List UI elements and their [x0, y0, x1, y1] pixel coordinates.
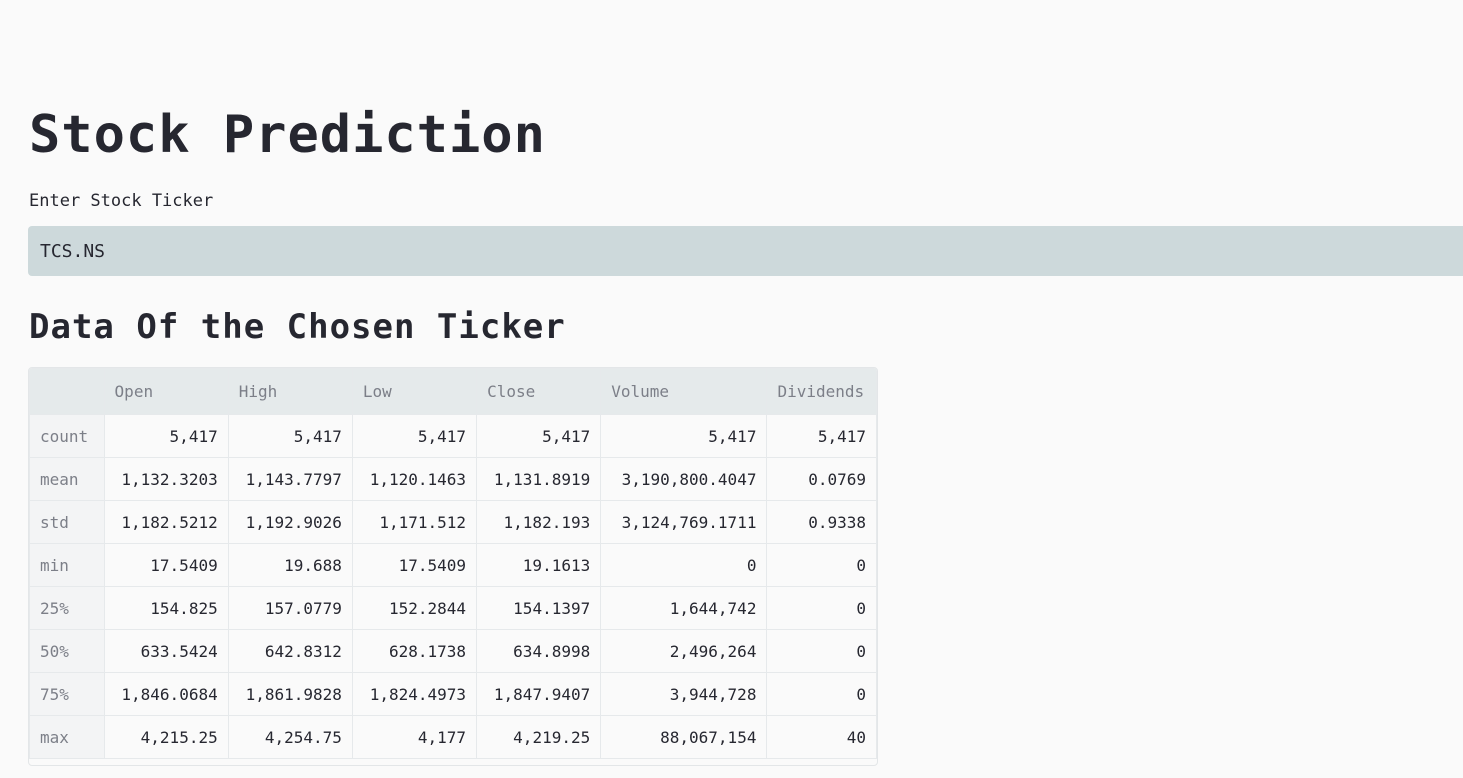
table-cell: 0 [600, 543, 768, 587]
table-cell: 5,417 [103, 414, 229, 458]
table-cell: 0.9338 [766, 500, 877, 544]
row-label: 75% [29, 672, 105, 716]
row-label: mean [29, 457, 105, 501]
row-label: std [29, 500, 105, 544]
table-cell: 1,120.1463 [351, 457, 478, 501]
table-body: count 5,417 5,417 5,417 5,417 5,417 5,417 mean 1… [29, 414, 877, 759]
row-label: max [29, 715, 105, 759]
row-label: 50% [29, 629, 105, 673]
table-cell: 0.0769 [766, 457, 877, 501]
stats-table-container[interactable]: Open High Low Close Volume Dividends cou… [28, 367, 878, 766]
table-cell: 1,131.8919 [476, 457, 602, 501]
table-cell: 40 [766, 715, 877, 759]
table-cell: 3,944,728 [600, 672, 768, 716]
table-cell: 5,417 [476, 414, 602, 458]
table-row: std 1,182.5212 1,192.9026 1,171.512 1,182.19… [29, 500, 877, 544]
table-cell: 4,177 [351, 715, 478, 759]
table-cell: 17.5409 [351, 543, 478, 587]
table-cell: 3,190,800.4047 [600, 457, 768, 501]
table-cell: 157.0779 [227, 586, 353, 630]
table-cell: 2,496,264 [600, 629, 768, 673]
table-cell: 19.688 [227, 543, 353, 587]
table-row: 50% 633.5424 642.8312 628.1738 634.8998 2,496… [29, 629, 877, 673]
table-cell: 3,124,769.1711 [600, 500, 768, 544]
row-label: min [29, 543, 105, 587]
table-row: mean 1,132.3203 1,143.7797 1,120.1463 1,131.… [29, 457, 877, 501]
table-cell: 1,861.9828 [227, 672, 353, 716]
table-cell: 1,143.7797 [227, 457, 353, 501]
column-header-index [29, 368, 105, 415]
table-cell: 0 [766, 543, 877, 587]
table-cell: 0 [766, 586, 877, 630]
table-cell: 1,847.9407 [476, 672, 602, 716]
stats-table: Open High Low Close Volume Dividends cou… [29, 368, 877, 759]
page-title: Stock Prediction [29, 105, 546, 165]
table-cell: 4,219.25 [476, 715, 602, 759]
row-label: count [29, 414, 105, 458]
table-row: max 4,215.25 4,254.75 4,177 4,219.25 88,067,1… [29, 715, 877, 759]
table-cell: 5,417 [351, 414, 478, 458]
table-cell: 1,846.0684 [103, 672, 229, 716]
table-cell: 0 [766, 629, 877, 673]
table-cell: 0 [766, 672, 877, 716]
column-header-volume[interactable]: Volume [600, 368, 768, 415]
table-cell: 1,182.193 [476, 500, 602, 544]
table-row: 25% 154.825 157.0779 152.2844 154.1397 1,644,… [29, 586, 877, 630]
column-header-open[interactable]: Open [103, 368, 229, 415]
table-cell: 5,417 [600, 414, 768, 458]
table-cell: 1,182.5212 [103, 500, 229, 544]
column-header-dividends[interactable]: Dividends [766, 368, 877, 415]
table-cell: 642.8312 [227, 629, 353, 673]
table-cell: 154.825 [103, 586, 229, 630]
table-cell: 4,254.75 [227, 715, 353, 759]
table-row: 75% 1,846.0684 1,861.9828 1,824.4973 1,847.9… [29, 672, 877, 716]
row-label: 25% [29, 586, 105, 630]
table-cell: 628.1738 [351, 629, 478, 673]
ticker-input[interactable] [28, 226, 1463, 276]
column-header-low[interactable]: Low [351, 368, 478, 415]
table-cell: 88,067,154 [600, 715, 768, 759]
table-header-row: Open High Low Close Volume Dividends [29, 368, 877, 415]
table-cell: 19.1613 [476, 543, 602, 587]
column-header-high[interactable]: High [227, 368, 353, 415]
table-cell: 17.5409 [103, 543, 229, 587]
table-cell: 5,417 [766, 414, 877, 458]
table-row: min 17.5409 19.688 17.5409 19.1613 0 0 [29, 543, 877, 587]
table-cell: 1,192.9026 [227, 500, 353, 544]
table-cell: 154.1397 [476, 586, 602, 630]
table-cell: 1,824.4973 [351, 672, 478, 716]
table-cell: 1,171.512 [351, 500, 478, 544]
table-cell: 634.8998 [476, 629, 602, 673]
column-header-close[interactable]: Close [476, 368, 602, 415]
table-cell: 152.2844 [351, 586, 478, 630]
table-cell: 1,644,742 [600, 586, 768, 630]
ticker-input-label: Enter Stock Ticker [29, 191, 214, 211]
table-cell: 633.5424 [103, 629, 229, 673]
table-row: count 5,417 5,417 5,417 5,417 5,417 5,417 [29, 414, 877, 458]
table-cell: 4,215.25 [103, 715, 229, 759]
table-cell: 5,417 [227, 414, 353, 458]
table-cell: 1,132.3203 [103, 457, 229, 501]
section-title: Data Of the Chosen Ticker [29, 307, 566, 347]
